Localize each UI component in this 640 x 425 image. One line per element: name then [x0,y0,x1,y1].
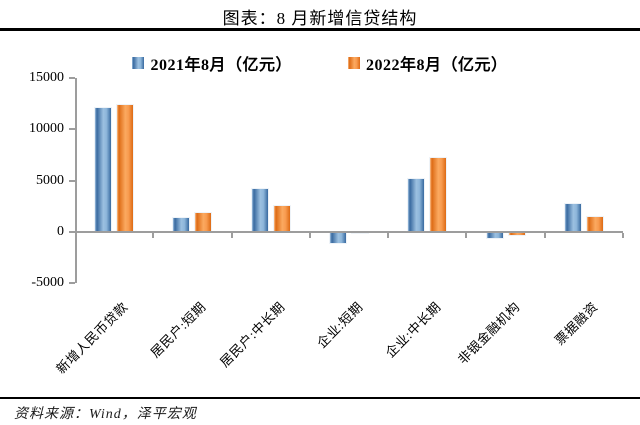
title-divider [0,28,640,31]
bar-series0-企业:中长期 [407,178,426,232]
y-tick-label: 5000 [36,172,64,188]
legend-label-2021: 2021年8月（亿元） [150,57,292,74]
y-tick-label: 10000 [29,121,64,137]
x-axis-tick [622,233,624,238]
legend-swatch-2021-icon [132,57,145,69]
y-axis-tick [69,179,75,182]
x-axis-tick [152,233,155,238]
x-category-label: 票据融资 [551,299,601,348]
x-category-label: 企业:短期 [314,299,366,351]
bar-series1-新增人民币贷款 [116,103,135,232]
y-axis-tick [69,128,75,131]
bar-series0-票据融资 [563,203,582,232]
y-tick-label: -5000 [31,275,64,291]
source-note: 资料来源：Wind，泽平宏观 [14,407,197,422]
x-axis-tick [543,233,546,238]
legend-item-2021: 2021年8月（亿元） [132,51,292,75]
y-axis-tick [69,231,75,233]
bar-series1-居民户:短期 [194,212,213,232]
legend-swatch-2022-icon [348,57,360,69]
bar-series0-居民户:中长期 [250,188,269,232]
bar-series1-票据融资 [585,215,604,232]
legend: 2021年8月（亿元） 2022年8月（亿元） [0,51,640,75]
legend-item-2022: 2022年8月（亿元） [348,51,508,75]
x-axis-tick [308,233,311,238]
source-divider [0,397,640,399]
x-axis-tick [387,233,390,238]
y-tick-label: 15000 [29,70,64,85]
bar-series0-企业:短期 [329,232,347,244]
y-tick-label: 0 [57,224,64,239]
bar-series0-非银金融机构 [485,232,504,239]
x-category-label: 企业:中长期 [382,299,445,361]
x-axis [75,231,623,233]
x-axis-tick [465,233,468,238]
bar-series0-居民户:短期 [172,216,191,232]
bar-series1-居民户:中长期 [272,204,291,232]
y-axis [75,78,77,283]
x-category-label: 新增人民币贷款 [53,299,131,377]
x-category-label: 居民户:短期 [147,299,210,361]
x-category-label: 非银金融机构 [454,299,523,368]
bar-series0-新增人民币贷款 [94,106,113,232]
bar-series1-企业:中长期 [429,156,448,232]
chart-title: 图表：8 月新增信贷结构 [222,9,418,28]
legend-label-2022: 2022年8月（亿元） [366,57,508,74]
y-axis-tick [69,77,75,79]
x-category-label: 居民户:中长期 [216,299,288,370]
y-axis-tick [69,282,75,285]
x-axis-tick [230,233,233,238]
